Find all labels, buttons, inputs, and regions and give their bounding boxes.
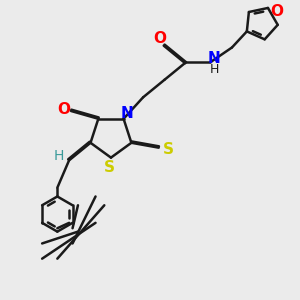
Text: H: H bbox=[54, 149, 64, 164]
Text: S: S bbox=[163, 142, 174, 157]
Text: N: N bbox=[121, 106, 134, 122]
Text: N: N bbox=[208, 51, 221, 66]
Text: H: H bbox=[210, 64, 219, 76]
Text: O: O bbox=[58, 101, 71, 116]
Text: O: O bbox=[270, 4, 283, 20]
Text: S: S bbox=[103, 160, 115, 175]
Text: O: O bbox=[153, 31, 166, 46]
